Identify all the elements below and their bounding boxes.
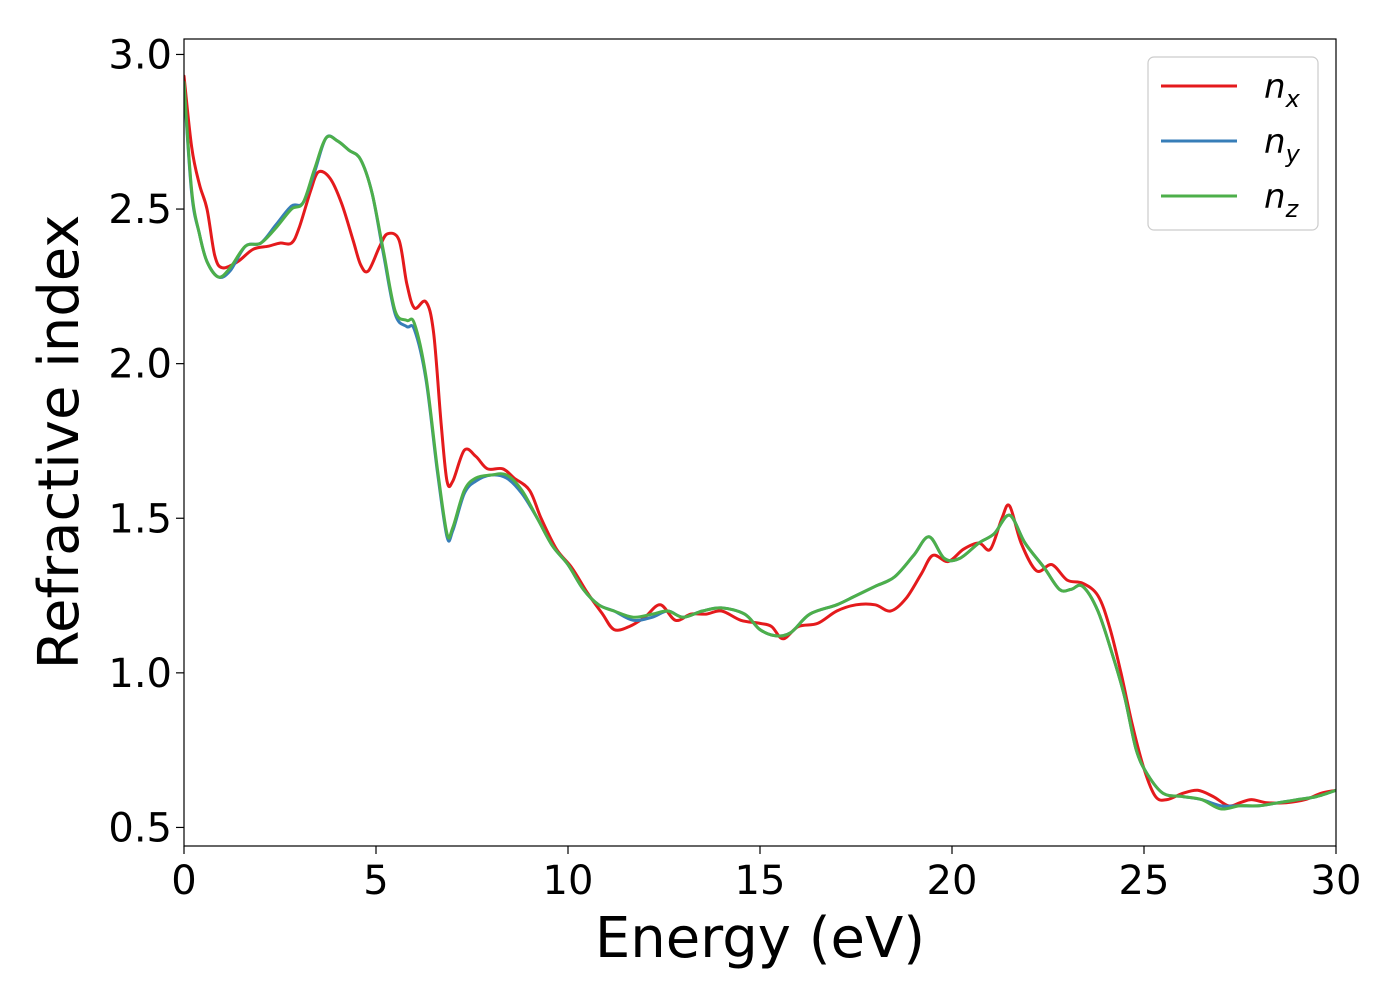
x-tick-label: 0 <box>171 858 196 904</box>
x-tick-label: 10 <box>543 858 594 904</box>
x-tick-label: 5 <box>363 858 388 904</box>
y-tick-label: 2.0 <box>108 342 172 388</box>
y-tick-label: 1.0 <box>108 651 172 697</box>
y-axis: 0.5 1.0 1.5 2.0 2.5 3.0 <box>108 32 184 851</box>
legend-label-nx: nx <box>1264 67 1301 113</box>
y-tick-label: 1.5 <box>108 496 172 542</box>
y-tick-label: 3.0 <box>108 32 172 78</box>
series-layer <box>184 74 1336 811</box>
y-tick-label: 0.5 <box>108 805 172 851</box>
legend-label-nz: nz <box>1264 177 1300 223</box>
x-tick-label: 25 <box>1119 858 1170 904</box>
x-tick-label: 30 <box>1311 858 1362 904</box>
y-tick-label: 2.5 <box>108 187 172 233</box>
y-axis-title: Refractive index <box>27 215 92 670</box>
x-tick-label: 20 <box>927 858 978 904</box>
legend: nx ny nz <box>1147 56 1319 231</box>
x-axis: 0 5 10 15 20 25 30 <box>171 846 1361 904</box>
legend-label-ny: ny <box>1264 122 1301 168</box>
legend-box <box>1147 56 1319 231</box>
series-line-nx <box>184 74 1336 808</box>
x-axis-title: Energy (eV) <box>595 906 925 971</box>
series-line-nz <box>184 80 1336 811</box>
x-tick-label: 15 <box>735 858 786 904</box>
